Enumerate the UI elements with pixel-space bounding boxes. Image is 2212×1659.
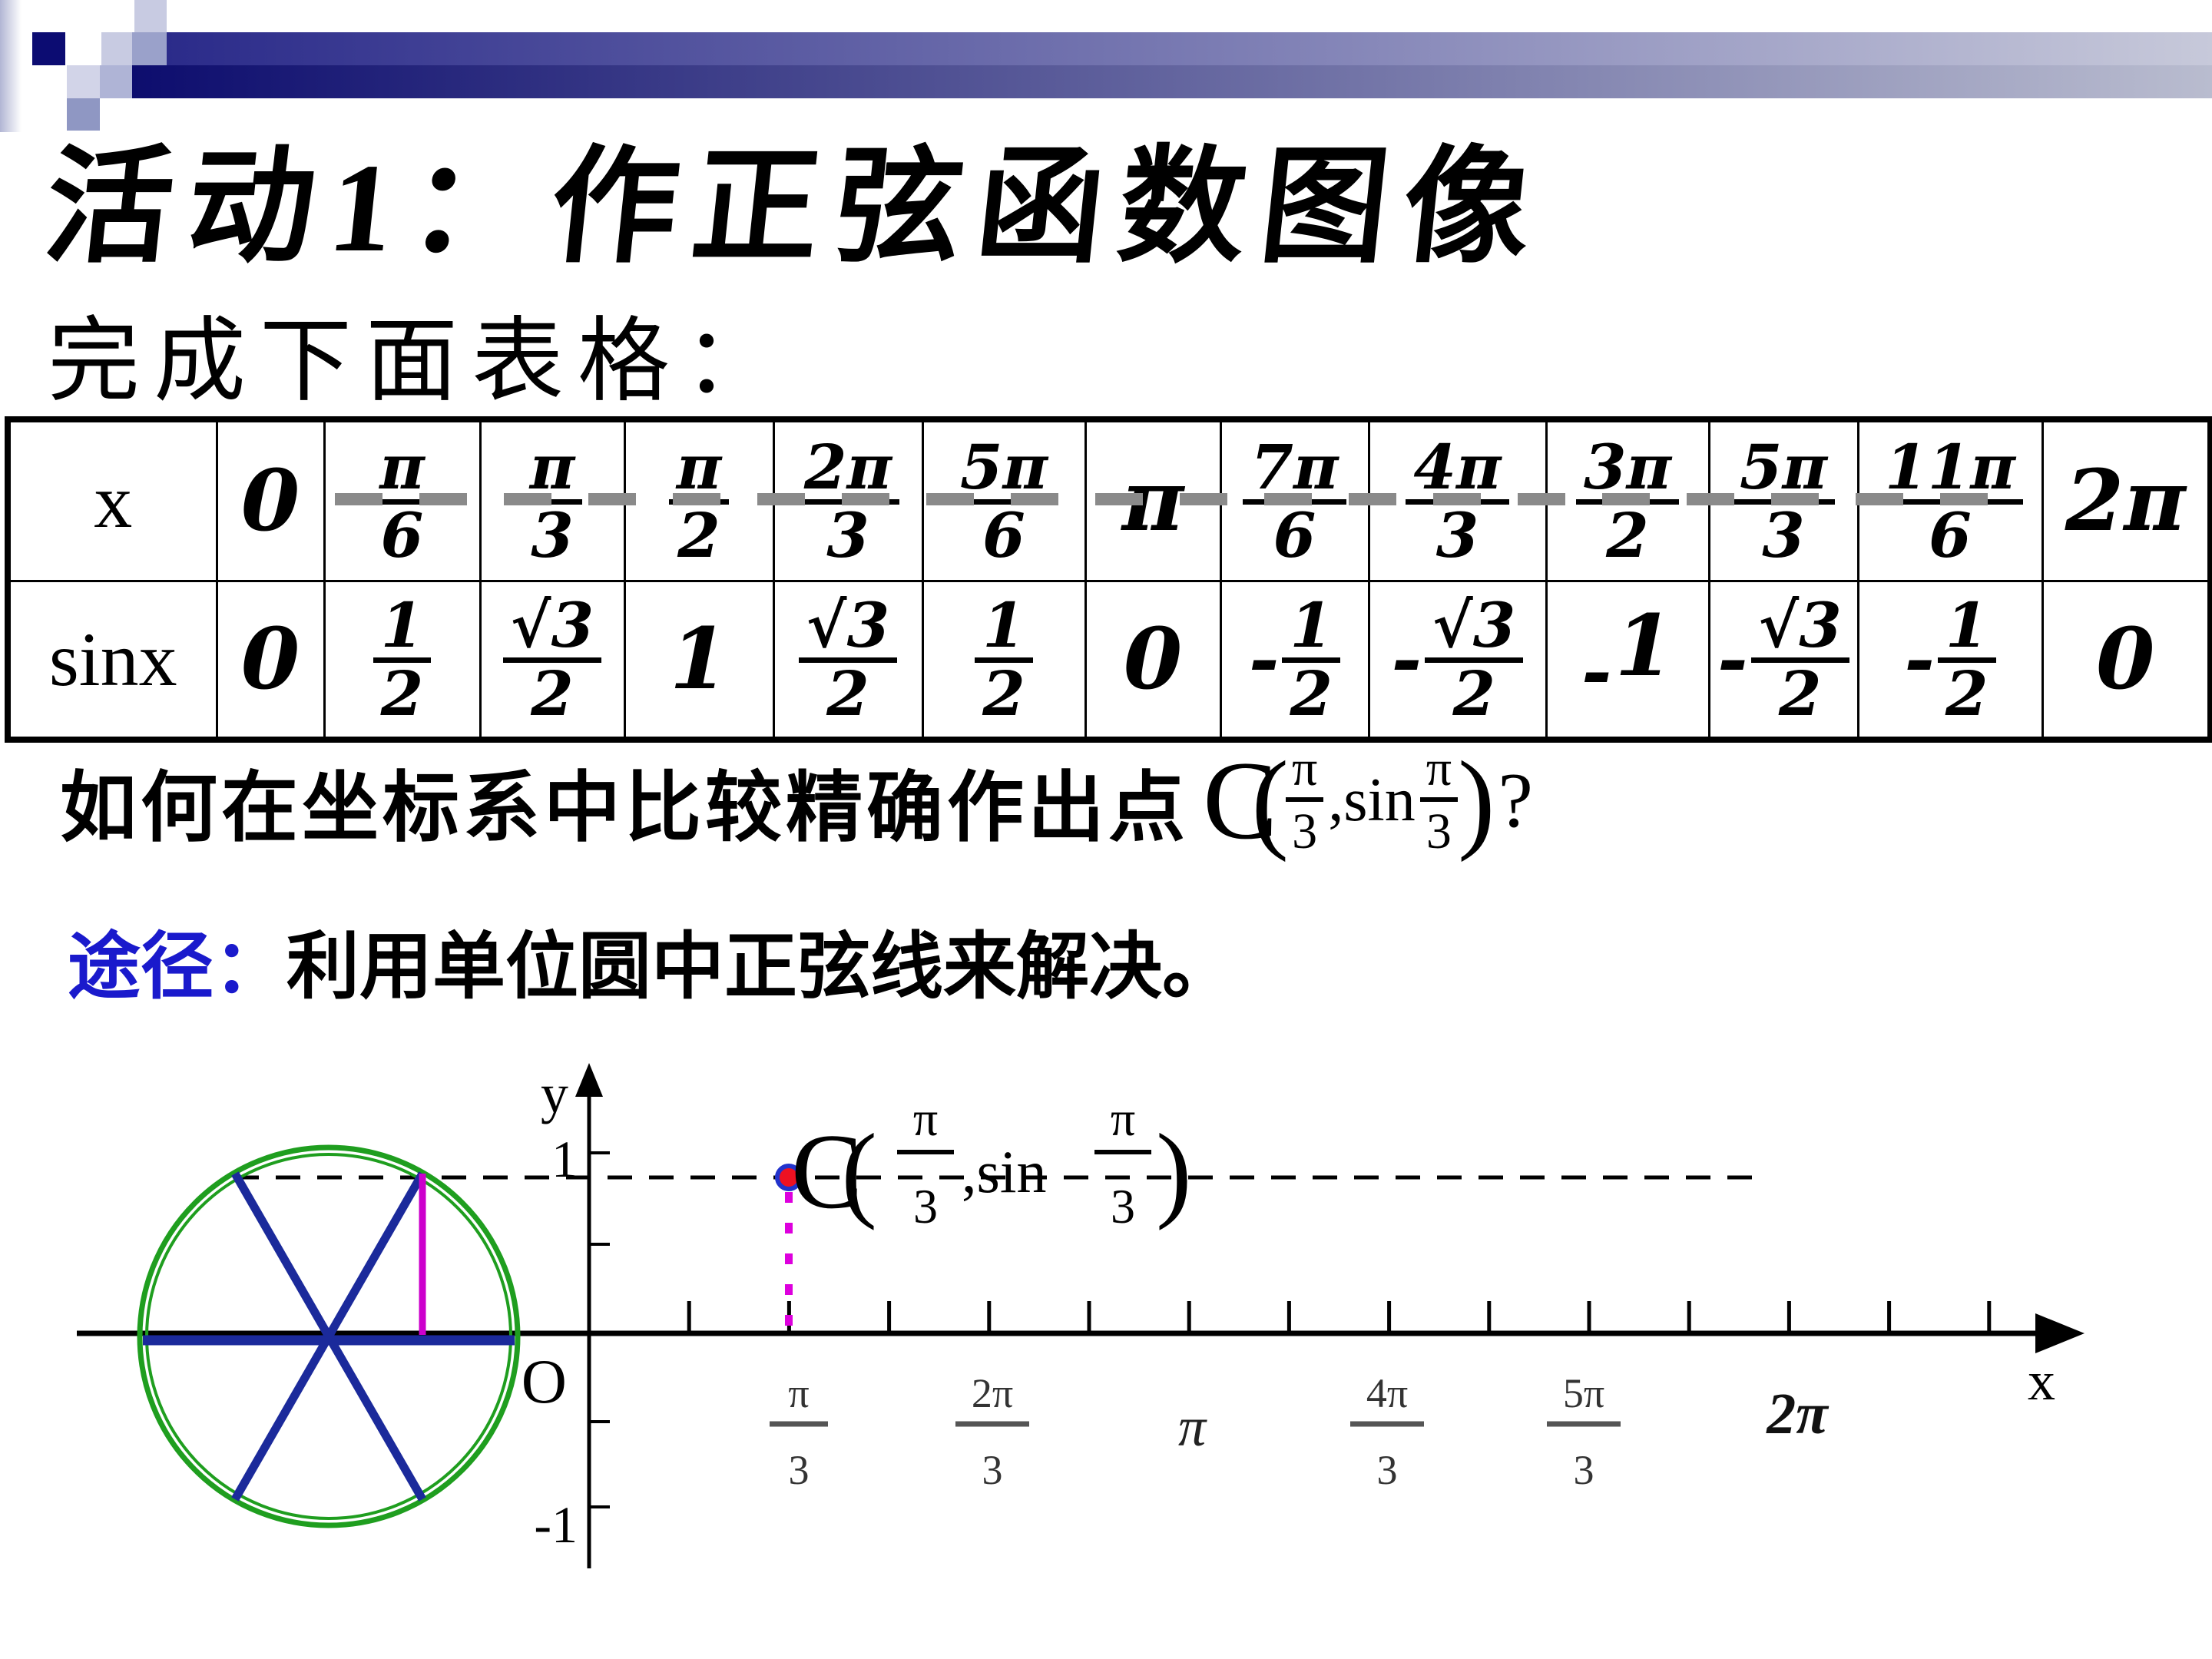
- unit-circle-diagram: y x O 1 -1 π 3 2π 3 π 4π 3 5π: [77, 1063, 2085, 1568]
- row-header-x: x: [6, 418, 218, 582]
- decor-square: [101, 32, 132, 65]
- x-value-cell: π: [1084, 418, 1222, 582]
- slide-title: 活动1：作正弦函数图像: [38, 137, 1554, 278]
- sinx-value-cell: - √3 2: [1707, 579, 1859, 741]
- approach-line: 途径：利用单位圆中正弦线来解决。: [68, 908, 1235, 1013]
- formula-y-fraction: π 3: [1419, 743, 1459, 859]
- svg-text:4π: 4π: [1366, 1370, 1408, 1416]
- origin-label: O: [522, 1346, 567, 1416]
- sine-values-table-wrap: x 0 π 6 π 3 π 2 2π 3 5π 6 π 7π 6 4π 3 3π 2 5π 3 11π 6 2π sinx …: [5, 416, 2212, 743]
- sinx-value-cell: 0: [215, 579, 326, 741]
- sinx-value-cell: √3 2: [478, 579, 626, 741]
- x-axis-ticks: [687, 1301, 1992, 1334]
- point-label-formula: C( π 3 ,sin π 3 ): [791, 1091, 1192, 1233]
- formula-x-fraction: π 3: [1286, 743, 1324, 859]
- approach-label: 途径：: [68, 926, 287, 1008]
- question-line: 如何在坐标系中比较精确作出点 C( π 3 ,sin π 3 ) ?: [60, 743, 1533, 857]
- formula-question-mark: ?: [1498, 757, 1533, 844]
- x-value-cell: 3π 2: [1545, 418, 1710, 582]
- y-tick-label-neg1: -1: [534, 1495, 578, 1554]
- point-label-x-num: π: [913, 1091, 938, 1146]
- y-axis-label: y: [541, 1063, 568, 1124]
- decor-square: [32, 32, 65, 65]
- x-value-cell: 2π: [2041, 418, 2212, 582]
- point-formula: C( π 3 ,sin π 3 ) ?: [1203, 743, 1533, 857]
- formula-close-paren: ): [1458, 738, 1495, 863]
- unit-circle: [137, 1144, 521, 1528]
- gradient-bar-bottom: [132, 65, 2212, 98]
- formula-sin: ,sin: [1328, 766, 1416, 834]
- point-label-y-num: π: [1111, 1091, 1135, 1146]
- question-text: 如何在坐标系中比较精确作出点: [60, 765, 1189, 851]
- svg-text:3: 3: [1574, 1447, 1594, 1493]
- svg-text:3: 3: [789, 1447, 810, 1493]
- x-value-cell: 11π 6: [1856, 418, 2044, 582]
- svg-text:5π: 5π: [1563, 1370, 1604, 1416]
- x-tick-label-5pi-3: 5π 3: [1547, 1370, 1621, 1493]
- formula-x-num: π: [1286, 743, 1324, 802]
- point-label-y-den: 3: [1111, 1179, 1135, 1233]
- svg-text:3: 3: [1377, 1447, 1398, 1493]
- sinx-value-cell: 1: [623, 579, 775, 741]
- decor-square: [100, 65, 132, 98]
- row-header-sinx: sinx: [6, 579, 218, 741]
- gradient-bar-top: [167, 32, 2212, 65]
- diagonal-diameter-60: [231, 1171, 426, 1502]
- x-tick-label-2pi-3: 2π 3: [955, 1370, 1029, 1493]
- sinx-value-cell: 0: [1084, 579, 1222, 741]
- sinx-value-cell: √3 2: [772, 579, 924, 741]
- point-label-close: ): [1156, 1112, 1192, 1231]
- svg-text:π: π: [788, 1370, 809, 1416]
- point-label-x-den: 3: [913, 1179, 938, 1233]
- x-value-cell: 5π 6: [921, 418, 1087, 582]
- svg-text:3: 3: [982, 1447, 1003, 1493]
- x-value-cell: 7π 6: [1219, 418, 1370, 582]
- x-axis-arrow: [2035, 1313, 2085, 1353]
- x-tick-label-2pi: 2π: [1766, 1382, 1830, 1446]
- sine-values-table: x 0 π 6 π 3 π 2 2π 3 5π 6 π 7π 6 4π 3 3π 2 5π 3 11π 6 2π sinx …: [5, 416, 2212, 743]
- formula-y-den: 3: [1426, 803, 1452, 859]
- y-tick-label-1: 1: [551, 1130, 578, 1188]
- sinx-value-cell: 0: [2041, 579, 2212, 741]
- formula-open-paren: C(: [1203, 738, 1289, 863]
- decor-square: [67, 65, 100, 98]
- y-axis-arrow: [575, 1063, 603, 1097]
- y-axis-ticks: [589, 1151, 610, 1508]
- x-value-cell: 0: [215, 418, 326, 582]
- x-value-cell: 2π 3: [772, 418, 924, 582]
- decor-square: [67, 98, 100, 131]
- point-label-sin: ,sin: [962, 1138, 1047, 1205]
- decor-square: [134, 0, 167, 32]
- gradient-strip: [0, 0, 22, 132]
- x-tick-label-pi-3: π 3: [770, 1370, 828, 1493]
- x-value-cell: 5π 3: [1707, 418, 1859, 582]
- sinx-value-cell: -1: [1545, 579, 1710, 741]
- decor-square: [132, 32, 167, 65]
- formula-x-den: 3: [1292, 803, 1318, 859]
- circle-diameters: [143, 1171, 515, 1502]
- subtitle: 完成下面表格：: [48, 310, 790, 412]
- approach-text: 利用单位圆中正弦线来解决。: [286, 926, 1236, 1008]
- formula-y-num: π: [1419, 743, 1459, 802]
- point-label-open: C(: [791, 1112, 874, 1231]
- x-tick-labels: π 3 2π 3 π 4π 3 5π 3 2π: [770, 1370, 1830, 1493]
- sinx-value-cell: - √3 2: [1367, 579, 1548, 741]
- x-axis-label: x: [2028, 1350, 2055, 1412]
- plotted-point: [775, 1164, 803, 1191]
- x-value-cell: 4π 3: [1367, 418, 1548, 582]
- svg-text:2π: 2π: [972, 1370, 1013, 1416]
- x-tick-label-4pi-3: 4π 3: [1350, 1370, 1424, 1493]
- x-tick-label-pi: π: [1178, 1396, 1207, 1458]
